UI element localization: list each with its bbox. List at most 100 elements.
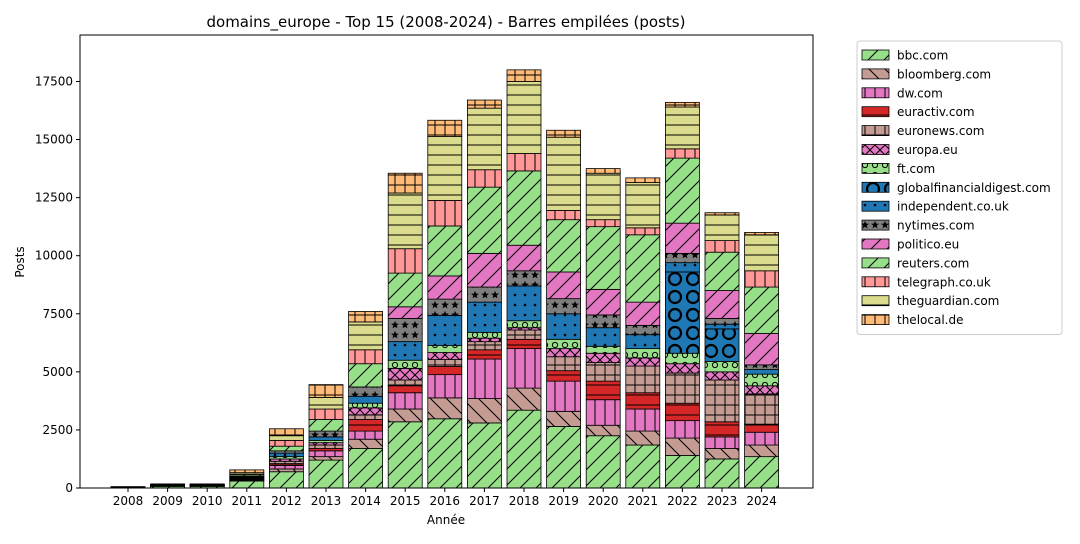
bar-segment — [427, 225, 463, 277]
bar-segment — [744, 369, 779, 375]
bar-segment — [546, 313, 581, 340]
bar-segment — [506, 329, 542, 340]
bar-segment — [744, 234, 779, 272]
legend-label: ft.com — [897, 162, 935, 176]
bar-segment — [308, 456, 344, 461]
bar-segment — [348, 311, 384, 323]
bar-segment — [704, 251, 740, 291]
y-tick-label: 2500 — [42, 423, 73, 437]
x-tick-label: 2017 — [469, 494, 500, 508]
bar-segment — [665, 437, 700, 456]
bar-segment — [268, 452, 304, 458]
bar-segment — [150, 483, 186, 485]
x-tick-label: 2012 — [271, 494, 302, 508]
bar-segment — [348, 407, 384, 416]
legend-swatch — [861, 125, 890, 136]
bar-segment — [546, 219, 581, 273]
x-tick-label: 2010 — [192, 494, 223, 508]
bar-segment — [427, 397, 463, 420]
bar-segment — [625, 357, 661, 367]
bar-segment — [268, 428, 304, 437]
x-tick-label: 2015 — [390, 494, 421, 508]
bar-segment — [348, 414, 384, 420]
bar-segment — [308, 436, 344, 441]
bar-segment — [466, 349, 502, 360]
bar-segment — [506, 270, 542, 287]
bar-segment — [665, 271, 700, 354]
bar-segment — [427, 374, 463, 399]
x-tick-label: 2019 — [548, 494, 579, 508]
legend-label: politico.eu — [897, 238, 959, 252]
bar-segment — [546, 410, 581, 427]
bar-segment — [546, 356, 581, 372]
bar-segment — [506, 81, 542, 154]
bar-segment — [585, 314, 621, 329]
bar-segment — [229, 469, 265, 474]
x-tick-label: 2020 — [588, 494, 619, 508]
bar-segment — [665, 106, 700, 150]
bar-segment — [427, 418, 463, 489]
bar-segment — [308, 408, 344, 420]
bar-segment — [546, 370, 581, 382]
legend-swatch — [861, 162, 890, 174]
bar-segment — [625, 408, 661, 432]
bar-segment — [585, 219, 621, 228]
bar-segment — [585, 362, 621, 382]
bar-segment — [744, 286, 779, 334]
x-tick-label: 2009 — [152, 494, 183, 508]
bar-segment — [625, 348, 661, 359]
bar-segment — [348, 321, 384, 351]
legend-swatch — [861, 238, 890, 250]
x-tick-label: 2021 — [628, 494, 659, 508]
plot-frame — [79, 34, 814, 489]
legend-label: independent.co.uk — [897, 200, 1009, 214]
bar-segment — [506, 244, 542, 272]
bar-segment — [744, 456, 779, 489]
bar-segment — [308, 450, 344, 458]
bar-segment — [387, 272, 423, 308]
bar-segment — [189, 483, 225, 485]
bar-segment — [704, 290, 740, 319]
bar-segment — [625, 301, 661, 326]
bar-segment — [229, 480, 265, 489]
bar-segment — [348, 402, 384, 409]
bar-segment — [466, 331, 502, 339]
bar-segment — [466, 422, 502, 489]
bar-segment — [744, 444, 779, 458]
bar-segment — [546, 426, 581, 489]
bar-segment — [744, 333, 779, 366]
y-axis-label: Posts — [13, 246, 27, 277]
bar-segment — [704, 448, 740, 460]
bar-segment — [665, 252, 700, 264]
bar-segment — [466, 358, 502, 399]
bar-segment — [625, 392, 661, 410]
legend-swatch — [861, 295, 890, 307]
bar-segment — [744, 385, 779, 395]
legend-label: bloomberg.com — [897, 67, 991, 81]
bar-segment — [744, 423, 779, 433]
bar-segment — [704, 214, 740, 241]
legend-swatch — [861, 314, 890, 326]
legend-swatch — [861, 257, 890, 269]
bar-segment — [585, 435, 621, 489]
y-tick-label: 7500 — [42, 307, 73, 321]
x-tick-label: 2024 — [746, 494, 777, 508]
x-tick-label: 2022 — [667, 494, 698, 508]
bar-segment — [625, 430, 661, 446]
y-tick-label: 10000 — [35, 249, 73, 263]
bar-segment — [387, 421, 423, 489]
bar-segment — [268, 468, 304, 473]
bar-segment — [585, 168, 621, 174]
bar-segment — [427, 359, 463, 367]
bar-segment — [744, 431, 779, 446]
bar-segment — [546, 136, 581, 211]
bar-segment — [466, 337, 502, 343]
bar-segment — [387, 248, 423, 274]
legend-label: theguardian.com — [897, 294, 999, 308]
bar-segment — [348, 395, 384, 404]
bar-segment — [625, 234, 661, 303]
bar-segment — [427, 298, 463, 316]
x-tick-label: 2014 — [350, 494, 381, 508]
bar-segment — [506, 69, 542, 82]
